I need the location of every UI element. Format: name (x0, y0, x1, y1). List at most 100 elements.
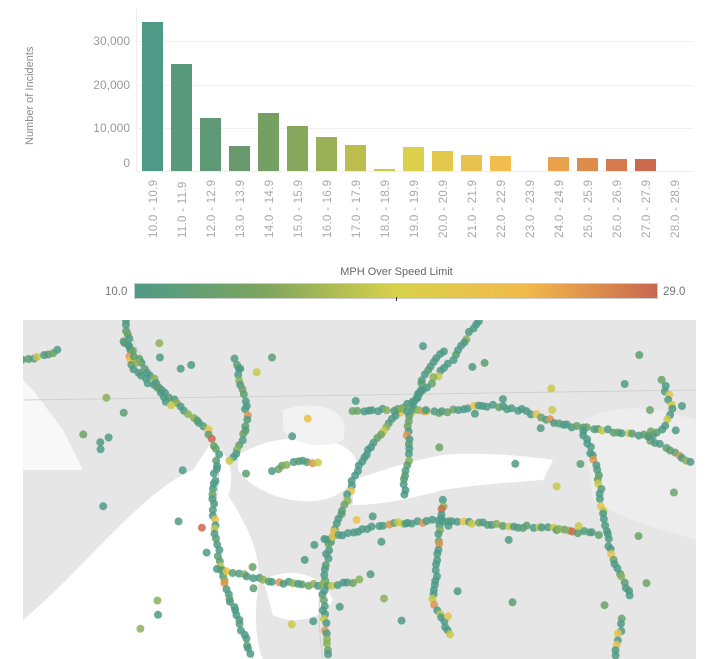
incident-point[interactable] (183, 410, 192, 419)
incident-point[interactable] (344, 529, 352, 538)
incident-point[interactable] (268, 467, 276, 476)
incident-point[interactable] (617, 619, 625, 628)
incident-point[interactable] (282, 460, 291, 469)
incident-point[interactable] (215, 546, 224, 555)
incident-point[interactable] (434, 530, 443, 538)
incident-point[interactable] (243, 415, 252, 424)
incident-point[interactable] (211, 515, 220, 524)
incident-point[interactable] (446, 630, 454, 639)
incident-point[interactable] (421, 406, 430, 415)
incident-point[interactable] (143, 379, 152, 388)
incident-point[interactable] (382, 406, 391, 415)
incident-point[interactable] (220, 579, 229, 588)
incident-point[interactable] (404, 449, 413, 458)
bar[interactable] (316, 137, 337, 171)
incident-point[interactable] (174, 517, 183, 526)
bar[interactable] (345, 145, 366, 171)
incident-point[interactable] (635, 351, 644, 359)
bar[interactable] (200, 118, 221, 171)
incident-point[interactable] (119, 408, 128, 417)
incident-point[interactable] (646, 406, 654, 415)
incident-point[interactable] (202, 548, 211, 557)
incident-point[interactable] (587, 528, 596, 537)
incident-point[interactable] (410, 396, 419, 405)
incident-point[interactable] (121, 320, 130, 329)
incident-point[interactable] (552, 482, 561, 491)
incident-point[interactable] (573, 529, 582, 538)
incident-point[interactable] (353, 406, 362, 415)
incident-point[interactable] (498, 522, 507, 530)
incident-point[interactable] (671, 426, 680, 435)
incident-point[interactable] (367, 406, 376, 415)
incident-point[interactable] (248, 563, 257, 571)
bar[interactable] (548, 157, 569, 171)
bar[interactable] (229, 146, 250, 171)
incident-point[interactable] (511, 459, 520, 468)
incident-point[interactable] (663, 415, 672, 424)
incident-point[interactable] (197, 523, 206, 532)
incident-point[interactable] (239, 429, 248, 438)
incident-point[interactable] (686, 457, 695, 466)
incident-point[interactable] (234, 370, 243, 379)
incident-point[interactable] (453, 587, 462, 596)
incident-point[interactable] (617, 572, 626, 581)
incident-point[interactable] (554, 525, 563, 533)
incident-point[interactable] (297, 580, 306, 589)
incident-point[interactable] (287, 620, 296, 629)
incident-point[interactable] (32, 352, 41, 361)
incident-point[interactable] (657, 375, 666, 384)
incident-map[interactable] (23, 320, 696, 659)
incident-point[interactable] (464, 328, 473, 336)
incident-point[interactable] (268, 353, 276, 362)
incident-point[interactable] (420, 370, 429, 379)
incident-point[interactable] (438, 495, 447, 504)
incident-point[interactable] (246, 649, 255, 658)
incident-point[interactable] (136, 624, 145, 633)
incident-point[interactable] (366, 570, 375, 579)
incident-point[interactable] (322, 639, 331, 648)
incident-point[interactable] (380, 594, 388, 603)
incident-point[interactable] (343, 578, 351, 587)
incident-point[interactable] (303, 414, 312, 423)
incident-point[interactable] (230, 354, 239, 363)
incident-point[interactable] (628, 429, 637, 438)
incident-point[interactable] (208, 505, 217, 514)
incident-point[interactable] (96, 438, 105, 447)
incident-point[interactable] (324, 554, 333, 563)
bar[interactable] (635, 159, 656, 171)
incident-point[interactable] (176, 364, 185, 373)
map-canvas[interactable] (23, 320, 696, 659)
incident-point[interactable] (548, 405, 557, 414)
incident-point[interactable] (300, 555, 309, 564)
incident-point[interactable] (249, 584, 258, 593)
incident-point[interactable] (207, 434, 216, 443)
bar[interactable] (490, 156, 511, 171)
incident-point[interactable] (504, 535, 513, 544)
incident-point[interactable] (226, 597, 234, 606)
incident-point[interactable] (324, 650, 333, 659)
incident-point[interactable] (595, 495, 604, 503)
incident-point[interactable] (444, 521, 453, 530)
bar[interactable] (403, 147, 424, 171)
incident-point[interactable] (242, 572, 251, 581)
incident-point[interactable] (572, 422, 581, 430)
incident-point[interactable] (599, 515, 608, 524)
incident-point[interactable] (576, 460, 585, 468)
incident-point[interactable] (215, 450, 224, 459)
incident-point[interactable] (613, 629, 622, 638)
incident-point[interactable] (419, 342, 427, 351)
incident-point[interactable] (377, 537, 386, 546)
incident-point[interactable] (178, 466, 187, 475)
incident-point[interactable] (444, 612, 452, 621)
bar[interactable] (374, 169, 395, 171)
incident-point[interactable] (646, 427, 655, 436)
incident-point[interactable] (429, 373, 438, 382)
incident-point[interactable] (617, 429, 626, 438)
incident-point[interactable] (467, 519, 476, 528)
incident-point[interactable] (433, 549, 442, 558)
incident-point[interactable] (239, 390, 248, 399)
incident-point[interactable] (400, 490, 409, 499)
incident-point[interactable] (351, 397, 360, 405)
incident-point[interactable] (480, 358, 489, 367)
bar[interactable] (577, 158, 598, 171)
